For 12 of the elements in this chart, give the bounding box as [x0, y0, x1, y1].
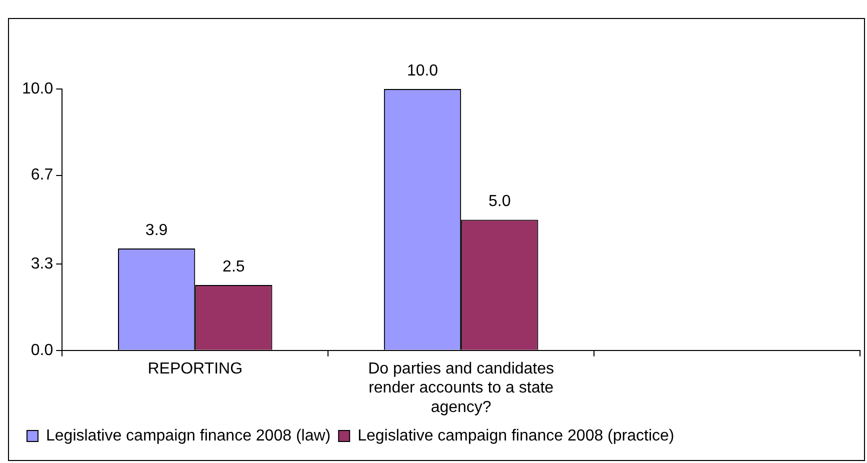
legend-label: Legislative campaign finance 2008 (law) [46, 427, 331, 444]
y-tick-label: 10.0 [22, 80, 54, 98]
legend-label: Legislative campaign finance 2008 (practice) [358, 427, 674, 444]
y-tick-label: 3.3 [30, 256, 54, 273]
y-tick-label: 6.7 [30, 166, 54, 184]
x-tick-label: REPORTING [148, 360, 243, 378]
y-tick-label: 0.0 [30, 342, 54, 359]
data-label: 2.5 [222, 258, 245, 276]
data-label: 5.0 [488, 193, 511, 210]
data-label: 10.0 [406, 62, 438, 80]
data-label: 3.9 [145, 222, 168, 239]
x-tick-label: Do parties and candidates render accounts to a state agency? [368, 360, 554, 416]
